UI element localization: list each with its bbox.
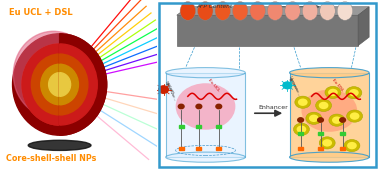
Ellipse shape [166, 152, 245, 162]
Circle shape [316, 99, 332, 112]
Text: AFP Content: AFP Content [197, 4, 233, 9]
Circle shape [306, 112, 322, 124]
Ellipse shape [28, 140, 91, 150]
Text: Eu UCL: Eu UCL [207, 78, 220, 92]
Circle shape [12, 34, 107, 135]
Bar [318, 132, 323, 135]
Ellipse shape [176, 83, 235, 130]
Wedge shape [60, 34, 107, 135]
Bar [197, 125, 201, 128]
Text: Eu UCL + DSL: Eu UCL + DSL [9, 8, 73, 17]
Ellipse shape [290, 152, 369, 162]
Circle shape [318, 118, 324, 122]
Ellipse shape [166, 68, 245, 78]
Ellipse shape [302, 90, 357, 132]
Circle shape [340, 118, 345, 122]
Ellipse shape [290, 68, 369, 78]
Text: 980nm: 980nm [164, 81, 175, 95]
Text: 980nm: 980nm [287, 77, 299, 91]
Circle shape [216, 104, 222, 109]
Circle shape [159, 86, 168, 93]
Circle shape [344, 140, 360, 152]
Circle shape [329, 114, 345, 126]
Ellipse shape [302, 2, 318, 20]
Bar [197, 147, 201, 150]
Circle shape [31, 54, 88, 115]
Polygon shape [177, 7, 369, 15]
Ellipse shape [232, 2, 248, 20]
Circle shape [347, 110, 363, 122]
Polygon shape [358, 7, 369, 46]
Text: Core-shell-shell NPs: Core-shell-shell NPs [6, 154, 97, 163]
Text: Enhancer: Enhancer [259, 105, 288, 110]
Circle shape [283, 82, 292, 89]
Circle shape [41, 64, 79, 105]
Circle shape [349, 89, 359, 96]
Wedge shape [60, 64, 79, 105]
Bar [216, 147, 221, 150]
Circle shape [295, 96, 311, 108]
Circle shape [319, 137, 335, 149]
Ellipse shape [180, 2, 195, 20]
Circle shape [49, 73, 71, 96]
Circle shape [319, 102, 328, 109]
Circle shape [325, 86, 341, 99]
Circle shape [346, 87, 362, 99]
Circle shape [309, 115, 319, 122]
Circle shape [13, 31, 93, 117]
Bar [340, 132, 345, 135]
Text: Eu DSL: Eu DSL [331, 78, 344, 92]
Circle shape [298, 118, 304, 122]
Wedge shape [60, 73, 71, 96]
Circle shape [41, 64, 79, 105]
Circle shape [347, 142, 357, 149]
Bar [216, 125, 221, 128]
Circle shape [332, 116, 342, 124]
Bar [166, 73, 245, 157]
Ellipse shape [198, 2, 213, 20]
Circle shape [178, 104, 184, 109]
Circle shape [293, 123, 310, 135]
Polygon shape [177, 15, 358, 46]
Text: Upconver...: Upconver... [287, 76, 300, 97]
Ellipse shape [337, 2, 353, 20]
Circle shape [298, 99, 308, 106]
Circle shape [328, 89, 338, 96]
Circle shape [31, 54, 88, 115]
Bar [179, 125, 184, 128]
Wedge shape [60, 44, 97, 125]
Bar [298, 147, 303, 150]
Circle shape [322, 139, 332, 147]
Ellipse shape [250, 2, 265, 20]
Circle shape [22, 44, 97, 125]
Bar [318, 147, 323, 150]
Circle shape [22, 44, 97, 125]
Ellipse shape [285, 2, 300, 20]
Circle shape [49, 73, 71, 96]
Ellipse shape [267, 2, 283, 20]
Bar [290, 73, 369, 157]
Bar [298, 132, 303, 135]
Bar [340, 147, 345, 150]
Bar [179, 147, 184, 150]
Circle shape [297, 126, 306, 133]
Ellipse shape [215, 2, 231, 20]
Text: Upconver...: Upconver... [164, 80, 177, 102]
Wedge shape [60, 54, 88, 115]
Circle shape [196, 104, 202, 109]
Circle shape [350, 112, 359, 120]
Ellipse shape [320, 2, 335, 20]
